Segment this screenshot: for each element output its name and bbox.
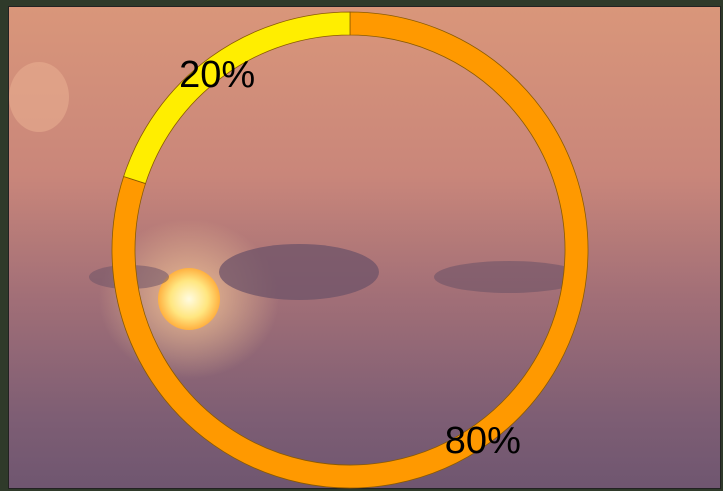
donut-segment bbox=[123, 11, 351, 185]
data-label: 80% bbox=[445, 420, 521, 462]
data-label: 20% bbox=[179, 54, 255, 96]
donut-segment bbox=[111, 11, 589, 489]
